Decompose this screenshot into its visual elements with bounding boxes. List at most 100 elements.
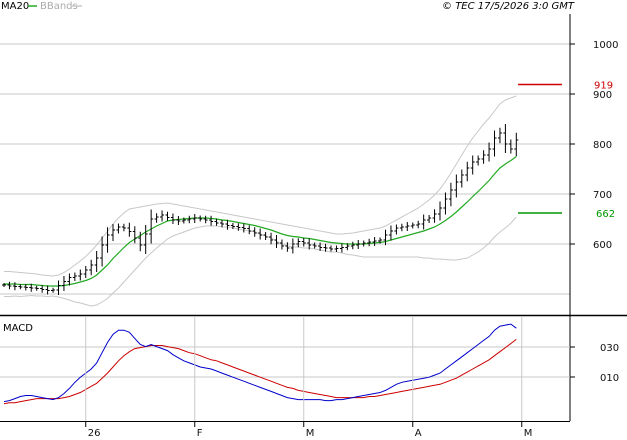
- x-axis: 26 F M A M: [85, 316, 533, 439]
- price-bar: [165, 211, 170, 221]
- price-bar: [339, 243, 344, 253]
- macd-panel-title: MACD: [3, 323, 33, 334]
- x-tick-label: M: [306, 428, 315, 439]
- price-bar: [45, 285, 50, 295]
- price-bar: [29, 283, 34, 292]
- price-bar: [296, 238, 301, 248]
- price-bar: [394, 224, 399, 235]
- price-bar: [111, 224, 115, 241]
- price-bar: [465, 161, 470, 182]
- price-bar: [23, 284, 28, 291]
- price-bar: [214, 218, 219, 226]
- price-bar: [67, 273, 72, 286]
- price-bar: [2, 283, 6, 287]
- price-bar: [383, 229, 388, 246]
- price-bar: [247, 225, 252, 235]
- price-bar: [230, 223, 235, 229]
- price-bar: [72, 272, 77, 281]
- price-bar: [307, 238, 312, 250]
- price-bar: [448, 182, 453, 207]
- chart-copyright: © TEC 17/5/2026 3:0 GMT: [442, 1, 575, 12]
- price-bar: [258, 228, 263, 240]
- price-bar: [497, 127, 502, 144]
- price-bar: [176, 216, 181, 225]
- price-bar: [454, 174, 459, 198]
- price-bar: [503, 124, 508, 153]
- price-y-tick-label: 700: [593, 190, 612, 201]
- price-bar: [481, 150, 486, 164]
- legend-bbands-label: BBands: [40, 1, 78, 12]
- price-bar: [438, 201, 442, 221]
- x-tick-label: F: [197, 428, 203, 439]
- price-bar: [132, 226, 137, 244]
- price-bar: [138, 231, 143, 252]
- price-y-tick-label: 800: [593, 140, 612, 151]
- support-marker-label: 662: [596, 209, 615, 220]
- price-bar: [323, 243, 328, 252]
- price-bar: [274, 235, 279, 248]
- price-bar: [209, 215, 214, 226]
- price-bar: [203, 215, 208, 224]
- price-y-tick-label: 900: [593, 90, 612, 101]
- price-bar: [143, 225, 148, 254]
- x-tick-label: M: [524, 428, 533, 439]
- price-bar: [263, 232, 268, 240]
- price-bar: [40, 285, 45, 293]
- price-y-tick-labels: 600 700 800 900 1000: [570, 40, 618, 251]
- price-bar: [476, 155, 481, 166]
- price-bar: [18, 284, 23, 290]
- resistance-marker-label: 919: [594, 81, 613, 92]
- price-bar: [361, 240, 366, 247]
- price-bar: [252, 227, 257, 237]
- price-bar: [105, 227, 110, 253]
- price-bar: [350, 241, 355, 250]
- price-bar: [170, 213, 175, 224]
- price-bar: [487, 142, 492, 162]
- price-bar: [427, 215, 432, 223]
- price-bar: [100, 236, 105, 267]
- price-bar: [78, 269, 83, 281]
- price-y-tick-label: 1000: [593, 40, 618, 51]
- price-bar: [94, 251, 99, 272]
- price-bar: [127, 222, 132, 237]
- price-bar: [405, 222, 410, 231]
- x-tick-label: 26: [88, 428, 101, 439]
- price-bar: [345, 243, 350, 251]
- price-bar: [181, 217, 186, 224]
- x-tick-label: A: [415, 428, 422, 439]
- price-bar: [198, 215, 203, 222]
- price-bar: [225, 219, 230, 230]
- price-bar: [378, 237, 383, 244]
- macd-y-tick-label-030: 030: [600, 343, 619, 354]
- legend-ma20-label: MA20: [1, 1, 29, 12]
- price-bar: [12, 282, 17, 291]
- price-bar: [356, 240, 361, 249]
- price-bar: [508, 139, 513, 154]
- price-bar: [290, 238, 295, 254]
- macd-line: [3, 323, 517, 403]
- price-bar: [443, 192, 448, 215]
- price-bar: [459, 169, 464, 188]
- price-y-tick-label: 600: [593, 240, 612, 251]
- price-bar: [279, 239, 284, 250]
- price-bar: [514, 132, 519, 157]
- price-bar: [388, 225, 393, 241]
- price-bar: [334, 245, 339, 252]
- price-bar: [492, 130, 497, 157]
- price-bar: [372, 237, 377, 246]
- price-bar: [318, 242, 323, 251]
- price-bar: [312, 242, 317, 249]
- price-bar: [192, 214, 197, 223]
- price-bar: [421, 214, 426, 230]
- macd-signal-line: [3, 339, 517, 405]
- price-bar: [367, 238, 372, 247]
- price-bar: [399, 223, 404, 232]
- price-bar: [241, 223, 246, 233]
- price-bar: [329, 245, 333, 252]
- price-bar: [187, 215, 192, 224]
- ma20-line: [4, 156, 517, 287]
- price-bar: [34, 285, 39, 291]
- price-bar: [121, 223, 126, 232]
- price-bar: [301, 238, 306, 247]
